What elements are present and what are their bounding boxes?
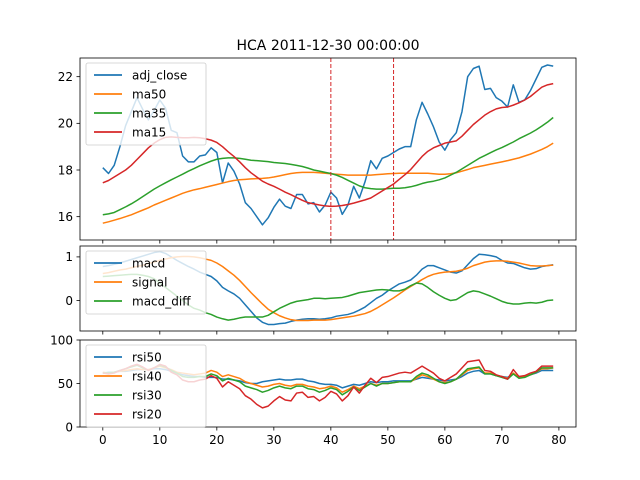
rsi-xtick-label: 40 [323,433,338,447]
rsi-legend-label-rsi50: rsi50 [132,350,162,364]
price-ytick-label: 18 [58,163,73,177]
macd-legend-label-macd-diff: macd_diff [132,294,191,308]
rsi-ytick-label: 0 [65,420,73,434]
price-series-ma35 [102,116,554,216]
rsi-xtick-label: 30 [266,433,281,447]
rsi-ytick-label: 50 [58,377,73,391]
price-legend-label-ma35: ma35 [132,106,166,120]
price-legend-label-ma15: ma15 [132,125,166,139]
macd-ytick-label: 1 [65,250,73,264]
price-legend-box [85,62,207,146]
price-panel: 16 18 20 22 adj_close ma50 ma35 ma15 [58,57,577,244]
macd-panel: 0 1 macd signal macd_diff [65,245,577,335]
rsi-xtick-label: 70 [494,433,509,447]
price-axes-frame [79,57,577,241]
rsi-xtick-label: 60 [437,433,452,447]
rsi-xtick-label: 0 [99,433,107,447]
macd-legend: macd signal macd_diff [85,250,207,315]
rsi-ytick-label: 100 [50,333,73,347]
price-legend-label-adj-close: adj_close [132,68,187,82]
chart-title: HCA 2011-12-30 00:00:00 [236,38,419,54]
rsi-xtick-label: 20 [209,433,224,447]
macd-legend-label-macd: macd [132,256,165,270]
rsi-xtick-label: 50 [380,433,395,447]
rsi-legend-label-rsi30: rsi30 [132,388,162,402]
macd-ytick-label: 0 [65,294,73,308]
rsi-legend-label-rsi40: rsi40 [132,369,162,383]
price-ytick-label: 22 [58,70,73,84]
macd-legend-label-signal: signal [132,275,168,289]
rsi-legend-label-rsi20: rsi20 [132,407,162,421]
macd-legend-box [85,250,207,315]
price-ytick-label: 20 [58,117,73,131]
price-ytick-label: 16 [58,210,73,224]
macd-axes-frame [79,245,577,332]
rsi-xtick-label: 80 [551,433,566,447]
rsi-legend: rsi50 rsi40 rsi30 rsi20 [85,344,207,428]
rsi-xtick-label: 10 [152,433,167,447]
price-legend: adj_close ma50 ma35 ma15 [85,62,207,146]
price-legend-label-ma50: ma50 [132,87,166,101]
rsi-legend-box [85,344,207,428]
